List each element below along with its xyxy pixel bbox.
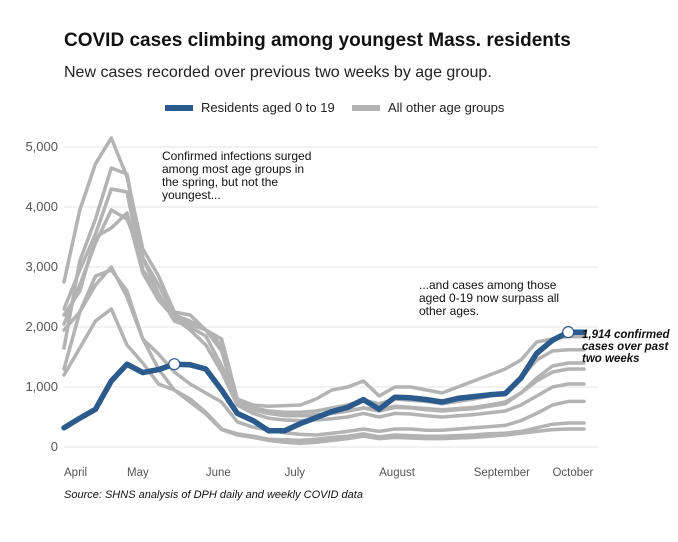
x-tick-label: May xyxy=(127,467,149,479)
legend-label-youth: Residents aged 0 to 19 xyxy=(201,100,335,115)
legend: Residents aged 0 to 19 All other age gro… xyxy=(165,100,505,115)
x-tick-label: September xyxy=(474,467,530,479)
annotation-fall-line: ...and cases among those xyxy=(419,278,557,292)
youth-line xyxy=(61,329,587,434)
other-age-line xyxy=(62,268,586,437)
other-age-line xyxy=(62,307,586,446)
annotation-fall-line: other ages. xyxy=(419,304,479,318)
annotation-fall-line: aged 0-19 now surpass all xyxy=(419,291,559,305)
other-age-line xyxy=(62,265,586,443)
x-axis: April May June July August September October xyxy=(64,467,594,479)
x-tick-label: June xyxy=(206,467,231,479)
other-age-line xyxy=(62,166,586,408)
annotation-spring-line: among most age groups in xyxy=(162,162,304,176)
annotation-spring: Confirmed infections surged among most a… xyxy=(162,149,315,202)
x-tick-label: August xyxy=(379,467,416,479)
annotation-spring-line: Confirmed infections surged xyxy=(162,149,311,163)
y-tick-label: 5,000 xyxy=(25,139,58,154)
x-tick-label: October xyxy=(552,467,593,479)
data-point-marker xyxy=(562,326,575,339)
callout-latest: 1,914 confirmed cases over past two week… xyxy=(582,329,673,365)
callout-line: cases over past xyxy=(582,341,669,353)
data-point-marker xyxy=(168,358,181,371)
x-tick-label: July xyxy=(285,467,306,479)
y-tick-label: 2,000 xyxy=(25,319,58,334)
markers xyxy=(168,326,575,371)
chart-title: COVID cases climbing among youngest Mass… xyxy=(64,30,571,51)
youth-series xyxy=(61,329,587,434)
y-axis: 0 1,000 2,000 3,000 4,000 5,000 xyxy=(25,139,58,454)
y-tick-label: 4,000 xyxy=(25,199,58,214)
x-tick-label: April xyxy=(64,467,87,479)
callout-line: two weeks xyxy=(582,353,640,365)
y-tick-label: 0 xyxy=(51,439,58,454)
source-note: Source: SHNS analysis of DPH daily and w… xyxy=(64,489,363,501)
annotation-fall: ...and cases among those aged 0-19 now s… xyxy=(419,278,562,318)
chart-subtitle: New cases recorded over previous two wee… xyxy=(64,64,492,81)
annotation-spring-line: youngest... xyxy=(162,188,221,202)
callout-line: 1,914 confirmed xyxy=(582,329,671,341)
other-age-line xyxy=(62,211,586,423)
y-tick-label: 1,000 xyxy=(25,379,58,394)
y-tick-label: 3,000 xyxy=(25,259,58,274)
annotation-spring-line: the spring, but not the xyxy=(162,175,278,189)
legend-label-others: All other age groups xyxy=(388,100,505,115)
